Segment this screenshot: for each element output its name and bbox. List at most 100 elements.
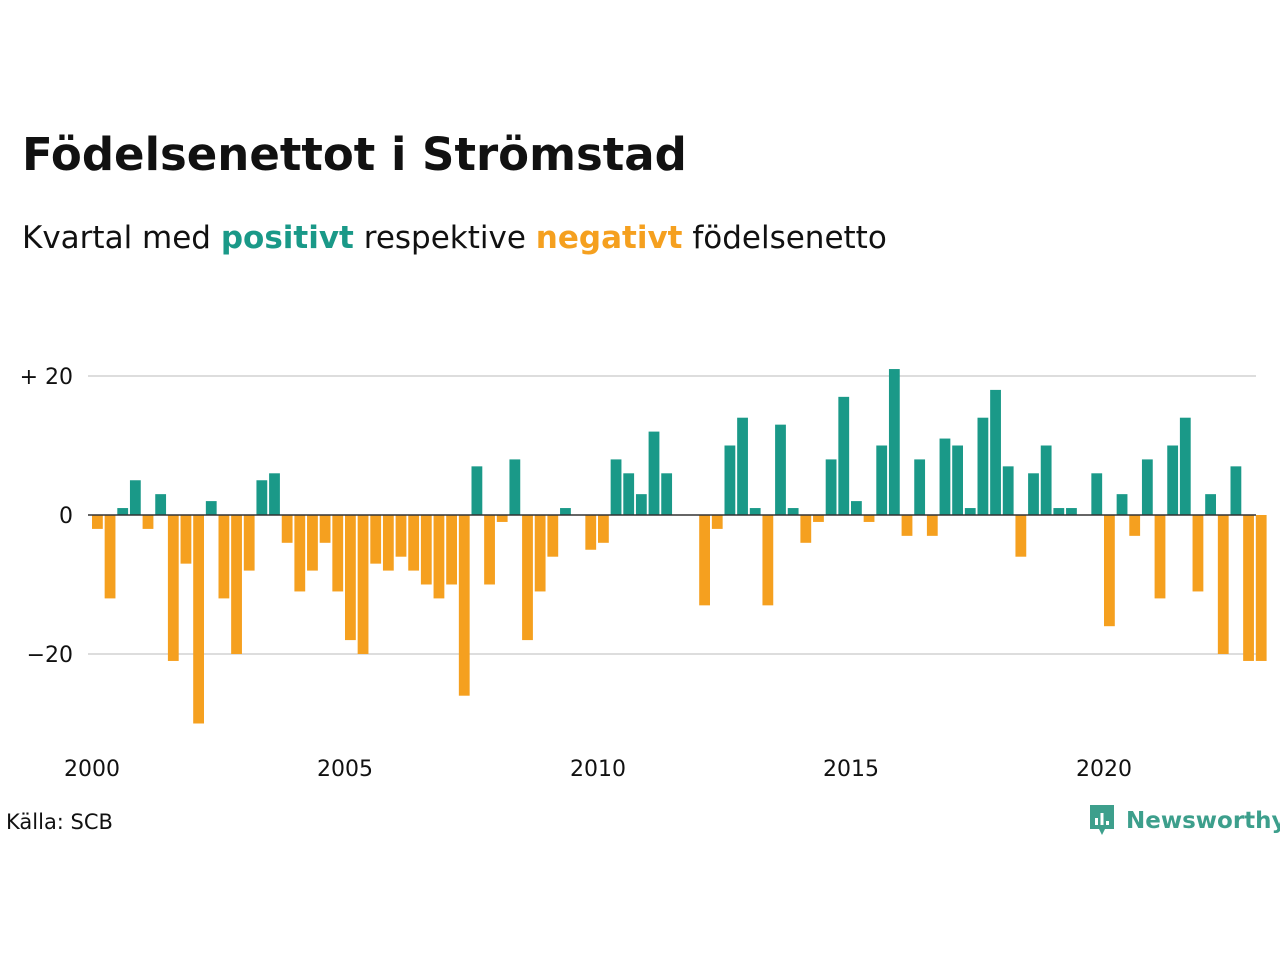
x-tick-label: 2000: [64, 757, 120, 782]
y-tick-label: −20: [27, 643, 73, 668]
bar-2006-k4: [433, 515, 445, 599]
bar-2000-k4: [129, 480, 141, 515]
x-axis-ticks: 2000 2005 2010 2015 2020: [64, 757, 1132, 782]
source-note: Källa: SCB: [6, 810, 113, 834]
chart-subtitle: Kvartal med positivt respektive negativt…: [22, 220, 887, 256]
x-tick-label: 2005: [317, 757, 373, 782]
bar-2016-k1: [901, 515, 913, 536]
bar-2008-k2: [509, 459, 521, 515]
bar-2007-k2: [458, 515, 470, 696]
bar-2008-k3: [522, 515, 533, 641]
bar-2010-k2: [610, 459, 622, 515]
bar-2021-k1: [1154, 515, 1166, 599]
y-tick-label: 0: [59, 504, 73, 529]
bar-2020-k3: [1129, 515, 1141, 536]
bar-2000-k2: [104, 515, 116, 599]
bar-2012-k2: [711, 515, 723, 529]
bar-2015-k3: [876, 445, 888, 515]
bar-2008-k1: [496, 515, 508, 522]
bar-2001-k1: [142, 515, 154, 529]
bar-2012-k1: [699, 515, 710, 606]
bar-2019-k4: [1091, 473, 1103, 515]
bar-2005-k3: [370, 515, 382, 564]
bar-2022-k4: [1243, 515, 1254, 661]
bar-2003-k1: [243, 515, 255, 571]
bar-2021-k3: [1179, 417, 1191, 515]
bar-2014-k3: [825, 459, 837, 515]
bar-2004-k2: [307, 515, 318, 571]
bar-2013-k2: [762, 515, 774, 606]
x-tick-label: 2020: [1076, 757, 1132, 782]
bar-2009-k4: [585, 515, 597, 550]
bar-2009-k1: [547, 515, 559, 557]
bar-2010-k4: [635, 494, 647, 515]
bar-2010-k3: [623, 473, 635, 515]
bar-2002-k3: [218, 515, 230, 599]
bar-2013-k1: [749, 508, 761, 515]
bar-2015-k4: [888, 369, 900, 515]
bar-2004-k4: [332, 515, 344, 592]
bar-2014-k2: [813, 515, 824, 522]
bar-2006-k3: [420, 515, 432, 585]
bar-2005-k2: [357, 515, 369, 654]
bar-2022-k1: [1205, 494, 1216, 515]
bar-2013-k3: [775, 424, 786, 515]
bar-2021-k2: [1167, 445, 1179, 515]
y-axis-ticks: + 20 0 −20: [20, 365, 73, 668]
bar-2005-k1: [345, 515, 356, 641]
bar-2016-k3: [926, 515, 938, 536]
bars: [92, 369, 1267, 724]
bar-2015-k2: [863, 515, 875, 522]
bar-2012-k4: [737, 417, 748, 515]
bar-2018-k3: [1028, 473, 1039, 515]
newsworthy-brand: Newsworthy: [1088, 803, 1280, 839]
bar-2003-k4: [281, 515, 293, 543]
bar-2004-k3: [319, 515, 331, 543]
bar-2004-k1: [294, 515, 306, 592]
bar-2017-k3: [977, 417, 989, 515]
bar-2002-k1: [193, 515, 204, 724]
subtitle-positive-label: positivt: [220, 220, 354, 256]
bar-2016-k4: [939, 438, 951, 515]
bar-2018-k2: [1015, 515, 1027, 557]
bar-2022-k3: [1230, 466, 1242, 515]
bar-2018-k4: [1040, 445, 1052, 515]
subtitle-prefix: Kvartal med: [22, 220, 211, 256]
bar-2000-k3: [117, 508, 129, 515]
bar-2006-k2: [408, 515, 420, 571]
bar-2007-k4: [484, 515, 495, 585]
bar-2005-k4: [382, 515, 394, 571]
subtitle-middle: respektive: [363, 220, 526, 256]
brand-name: Newsworthy: [1126, 808, 1280, 834]
bar-2020-k1: [1104, 515, 1115, 627]
bar-2017-k4: [990, 389, 1001, 515]
bar-2007-k3: [471, 466, 483, 515]
bar-2008-k4: [534, 515, 546, 592]
bar-2015-k1: [851, 501, 862, 515]
bar-2002-k2: [205, 501, 217, 515]
bar-2019-k1: [1053, 508, 1065, 515]
bar-2011-k1: [648, 431, 660, 515]
bar-2003-k2: [256, 480, 268, 515]
subtitle-suffix: födelsenetto: [692, 220, 887, 256]
subtitle-negative-label: negativt: [535, 220, 683, 256]
bar-2001-k4: [180, 515, 192, 564]
bar-2002-k4: [231, 515, 242, 654]
x-tick-label: 2010: [570, 757, 626, 782]
bar-2001-k3: [167, 515, 179, 661]
bar-2003-k3: [269, 473, 280, 515]
bar-2017-k1: [952, 445, 963, 515]
bar-2011-k2: [661, 473, 673, 515]
y-tick-label: + 20: [20, 365, 73, 390]
gridlines: [88, 375, 1256, 655]
bar-2012-k3: [724, 445, 736, 515]
bar-2020-k2: [1116, 494, 1128, 515]
bar-2014-k1: [800, 515, 812, 543]
bar-2000-k1: [92, 515, 103, 529]
newsworthy-logo-icon: [1090, 805, 1114, 835]
bar-2017-k2: [964, 508, 976, 515]
chart-title: Födelsenettot i Strömstad: [22, 128, 687, 181]
bar-2019-k2: [1066, 508, 1077, 515]
x-tick-label: 2015: [823, 757, 879, 782]
